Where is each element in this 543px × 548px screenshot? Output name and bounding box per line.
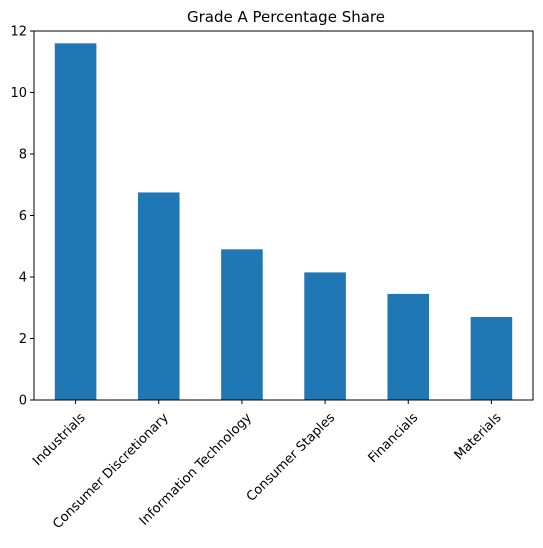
plot-frame xyxy=(33,30,534,401)
bar-0 xyxy=(54,43,97,401)
y-tick-label-6: 12 xyxy=(10,25,27,40)
y-tick-label-5: 10 xyxy=(10,86,27,101)
bar-2 xyxy=(221,249,263,400)
axes-group xyxy=(33,30,534,401)
bar-5 xyxy=(470,316,513,400)
bar-4 xyxy=(387,293,430,400)
x-tick-label-4: Financials xyxy=(366,410,422,466)
x-tick-label-0: Industrials xyxy=(30,410,89,469)
x-tick-label-5: Materials xyxy=(452,410,505,463)
bars-group xyxy=(54,43,513,401)
y-tick-label-3: 6 xyxy=(19,209,27,224)
bar-1 xyxy=(137,192,180,400)
y-tick-label-4: 8 xyxy=(19,148,27,163)
y-tick-label-1: 2 xyxy=(19,332,27,347)
y-tick-label-0: 0 xyxy=(19,394,27,409)
chart-title: Grade A Percentage Share xyxy=(187,8,385,26)
y-axis-ticks: 0 2 4 6 8 10 12 xyxy=(10,25,34,409)
x-tick-label-3: Consumer Staples xyxy=(244,410,338,504)
bar-3 xyxy=(304,272,346,400)
y-tick-label-2: 4 xyxy=(19,271,27,286)
